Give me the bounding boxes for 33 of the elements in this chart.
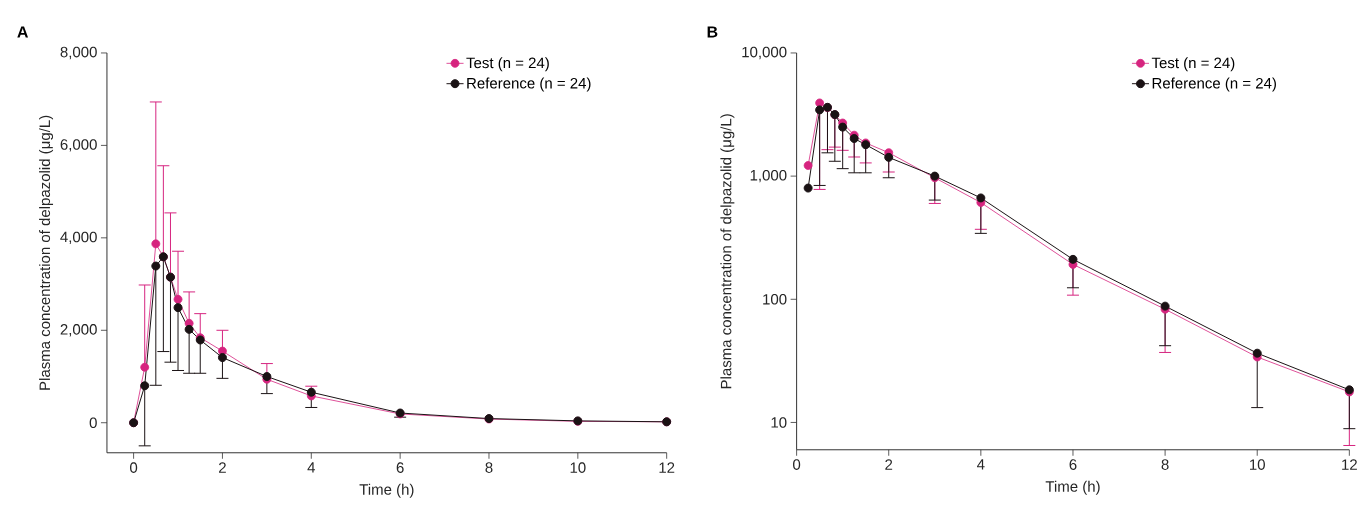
legend-label: Reference (n = 24) bbox=[1152, 77, 1276, 92]
x-tick-label: 0 bbox=[793, 459, 801, 471]
x-tick-label: 8 bbox=[485, 462, 493, 474]
y-tick-label: 100 bbox=[763, 294, 787, 305]
x-tick-label: 2 bbox=[885, 459, 893, 470]
x-tick-label: 8 bbox=[1161, 459, 1169, 471]
x-tick-label: 0 bbox=[130, 462, 138, 474]
legend-label: Test (n = 24) bbox=[466, 57, 549, 72]
y-tick-label: 10,000 bbox=[742, 46, 787, 60]
x-tick-label: 10 bbox=[570, 462, 586, 474]
chart-title: A bbox=[17, 26, 29, 38]
x-tick-label: 6 bbox=[396, 462, 404, 474]
y-axis-title: Plasma concentration of delpazolid (μg/L) bbox=[39, 115, 54, 390]
y-tick-label: 8,000 bbox=[60, 46, 97, 60]
x-axis-title: Time (h) bbox=[359, 483, 414, 498]
x-axis-title: Time (h) bbox=[1045, 480, 1100, 495]
x-tick-label: 2 bbox=[219, 462, 226, 473]
y-axis-title: Plasma concentration of delpazolid (μg/L) bbox=[720, 114, 735, 389]
legend-label: Test (n = 24) bbox=[1151, 57, 1235, 72]
y-tick-label: 6,000 bbox=[60, 139, 97, 152]
legend-label: Reference (n = 24) bbox=[467, 77, 591, 92]
y-tick-label: 1,000 bbox=[750, 170, 787, 183]
y-tick-label: 10 bbox=[771, 417, 787, 428]
x-tick-label: 4 bbox=[977, 459, 985, 470]
y-tick-label: 0 bbox=[89, 417, 97, 429]
x-tick-label: 10 bbox=[1250, 459, 1265, 471]
y-tick-label: 2,000 bbox=[60, 324, 97, 337]
x-tick-label: 12 bbox=[659, 462, 675, 473]
chart-title: B bbox=[707, 26, 718, 38]
y-tick-label: 4,000 bbox=[60, 231, 97, 245]
x-tick-label: 4 bbox=[307, 462, 316, 473]
x-tick-label: 6 bbox=[1069, 459, 1077, 471]
x-tick-label: 12 bbox=[1342, 459, 1357, 470]
